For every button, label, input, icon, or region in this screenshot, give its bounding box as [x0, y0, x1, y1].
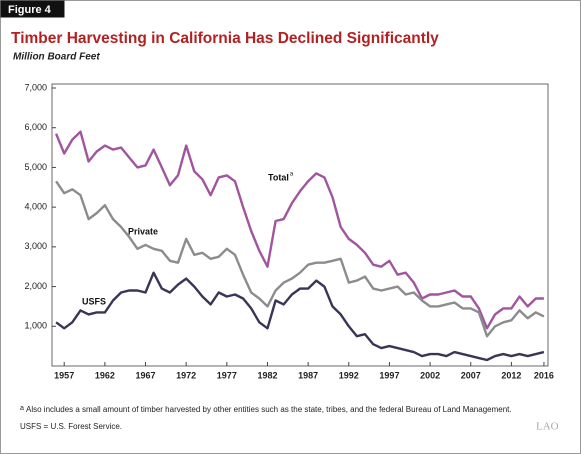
y-tick-label: 2,000 [24, 281, 47, 291]
x-tick-label: 2016 [534, 370, 554, 380]
series-label: Total [268, 172, 289, 182]
x-tick-label: 1972 [176, 370, 196, 380]
series-line [55, 180, 545, 338]
x-tick-label: 1987 [298, 370, 318, 380]
series-note-marker: a [290, 172, 294, 178]
series-line [54, 130, 544, 330]
x-tick-label: 2002 [420, 370, 440, 380]
y-tick-label: 4,000 [24, 202, 47, 212]
x-tick-label: 1957 [54, 370, 74, 380]
chart-subtitle: Million Board Feet [13, 52, 100, 63]
plot-frame [51, 83, 549, 367]
footnote-marker: a [20, 405, 24, 412]
x-tick-label: 1992 [339, 370, 359, 380]
x-tick-label: 1977 [217, 370, 237, 380]
x-tick-label: 2007 [461, 370, 481, 380]
y-tick-label: 3,000 [24, 241, 47, 251]
x-tick-label: 1962 [95, 370, 115, 380]
x-tick-label: 1997 [379, 370, 399, 380]
y-tick-label: 7,000 [24, 82, 47, 92]
chart-title: Timber Harvesting in California Has Decl… [11, 30, 439, 47]
x-tick-label: 1967 [135, 370, 155, 380]
x-tick-label: 2012 [501, 370, 521, 380]
footnote: USFS = U.S. Forest Service. [20, 422, 122, 431]
series-label: USFS [82, 296, 106, 306]
figure-label: Figure 4 [8, 4, 52, 16]
x-tick-label: 1982 [257, 370, 277, 380]
series-line [55, 271, 545, 362]
logo: LAO [536, 421, 559, 433]
y-tick-label: 6,000 [24, 122, 47, 132]
y-tick-label: 5,000 [24, 162, 47, 172]
y-tick-label: 1,000 [24, 321, 47, 331]
figure-tab [0, 0, 65, 18]
footnote: Also includes a small amount of timber h… [26, 405, 512, 414]
series-label: Private [128, 226, 158, 236]
